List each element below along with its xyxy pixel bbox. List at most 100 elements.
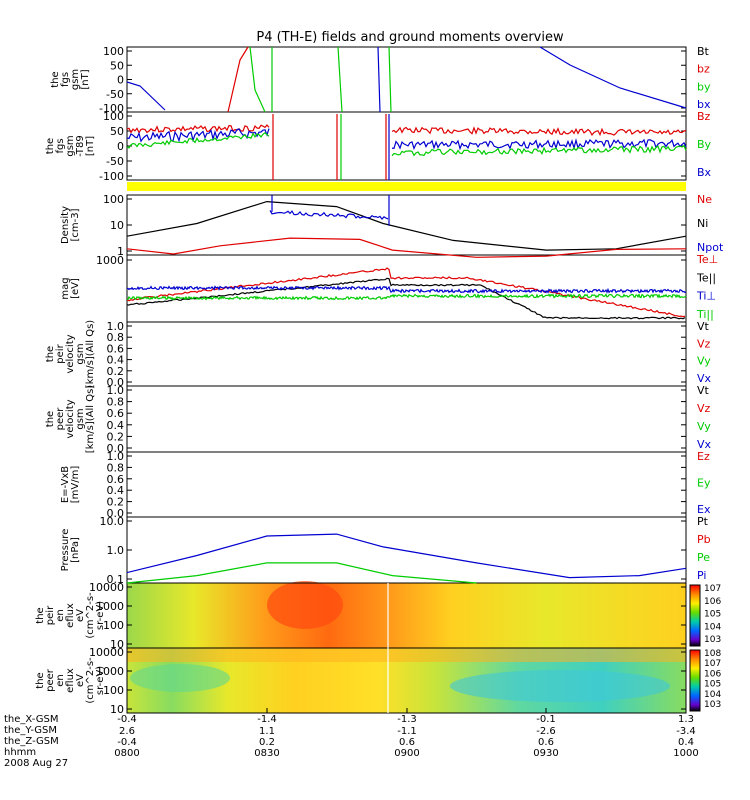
y-tick-label: 100	[103, 45, 124, 58]
trace-by	[249, 46, 266, 113]
trace-by-3	[388, 46, 392, 113]
x-value: 0.2	[259, 737, 275, 748]
legend-label: Pt	[697, 515, 709, 528]
colorbar-label: 104	[704, 690, 721, 700]
y-axis-label: mag [eV]	[60, 277, 81, 299]
y-axis-label-line: eV	[75, 674, 86, 687]
colorbar	[689, 649, 701, 712]
y-axis-label-line: peir	[55, 343, 66, 363]
trace-Ni	[126, 200, 687, 251]
x-value: 0.4	[678, 737, 694, 748]
y-axis-label: the fgs gsm -T89 [nT]	[45, 135, 96, 157]
legend-label: Ex	[697, 503, 711, 516]
y-tick-label: 50	[110, 59, 124, 72]
y-tick-label: 0.8	[107, 461, 125, 474]
y-axis-label-line: the	[35, 607, 46, 623]
y-tick-label: 10000	[89, 581, 124, 594]
panel-pressure: 10.0 1.0 0.1 Pressure [nPa] Pt Pb Pe Pi	[60, 515, 711, 586]
y-tick-label: 10000	[89, 646, 124, 659]
y-axis-label-line: the	[35, 672, 46, 688]
x-row-label: the_X-GSM	[4, 714, 58, 725]
y-axis-label-line: eflux	[65, 603, 76, 628]
y-axis-label: Pressure [nPa]	[60, 529, 81, 572]
trace-Te-perp	[126, 267, 686, 318]
legend-label: Vz	[697, 337, 711, 350]
y-tick-label: 1.0	[107, 384, 125, 397]
legend-label: Pe	[697, 551, 710, 564]
trace-Ti-perp	[126, 285, 687, 294]
y-tick-label: 0.0	[107, 442, 125, 455]
x-value: -2.6	[536, 726, 556, 737]
figure-title: P4 (TH-E) fields and ground moments over…	[256, 30, 564, 45]
colorbar	[689, 584, 701, 647]
legend-label: Vy	[697, 355, 711, 368]
spectrogram-cool-region	[450, 670, 670, 702]
y-axis-label-line: [nT]	[85, 136, 96, 156]
y-tick-label: 100	[103, 110, 124, 123]
legend-label: Vx	[697, 438, 712, 451]
y-axis-label-line: [km/s](All Qs)	[85, 320, 96, 388]
spectrogram-peak	[267, 581, 343, 629]
y-axis-label-line: peer	[55, 407, 66, 431]
trace-bx-spike	[377, 46, 381, 113]
y-tick-label: 0.1	[107, 573, 125, 586]
colorbar-label: 104	[704, 622, 721, 632]
legend-label: Vy	[697, 420, 711, 433]
y-tick-label: 100	[103, 193, 124, 206]
x-value: 1000	[673, 748, 698, 759]
legend-label: Vt	[697, 320, 710, 333]
trace-Pi	[126, 533, 687, 579]
legend-label: Ni	[697, 217, 708, 230]
legend-label: Ey	[697, 477, 711, 490]
x-value: -0.4	[117, 737, 137, 748]
y-tick-label: 10	[110, 638, 124, 651]
y-tick-label: 0.6	[107, 407, 125, 420]
y-tick-label: 0.6	[107, 342, 125, 355]
trace-Bz-2	[391, 126, 687, 137]
trace-bx	[126, 81, 166, 111]
y-axis-label: the fgs gsm [nT]	[50, 69, 91, 90]
y-tick-label: 0.4	[107, 419, 125, 432]
y-tick-label: 0.2	[107, 496, 125, 509]
y-tick-label: 0.2	[107, 430, 125, 443]
y-tick-label: -100	[99, 102, 124, 115]
y-tick-label: 1.0	[107, 450, 125, 463]
panel-frame	[126, 385, 687, 453]
x-value: -1.1	[397, 726, 417, 737]
legend-label: By	[697, 138, 712, 151]
trace-bz	[227, 46, 249, 113]
y-axis-label-line: peer	[45, 668, 56, 692]
y-tick-label: 0.8	[107, 396, 125, 409]
legend-label: bz	[697, 63, 710, 76]
colorbar-label: 103	[704, 700, 721, 710]
panel-frame	[126, 111, 687, 181]
trace-Ti-par	[126, 293, 687, 301]
x-value: -0.4	[117, 714, 137, 725]
colorbar-label: 108	[704, 649, 721, 659]
legend-label: Vt	[697, 384, 710, 397]
x-value: 0.6	[399, 737, 415, 748]
x-value: 1.3	[678, 714, 694, 725]
legend-label: by	[697, 80, 711, 93]
y-tick-label: -100	[99, 170, 124, 183]
y-tick-label: 0.2	[107, 365, 125, 378]
panel-frame	[126, 194, 687, 256]
y-tick-label: 0	[117, 74, 124, 87]
y-axis-label: E=-VxB [mV/m]	[60, 466, 81, 504]
panel-peir_vel: 1.00.80.60.40.20.0 the peir velocity gsm [km/…	[45, 320, 712, 389]
x-row-label: hhmm	[4, 747, 36, 758]
panel-peer_en: 10000 1000 100 10 the peer en eflux eV (cm^2-s-sr…	[35, 646, 721, 716]
trace-by-2	[337, 46, 343, 113]
x-value: 0930	[533, 748, 558, 759]
y-axis-label-line: gsm	[75, 408, 86, 429]
panel-density: 100 10 1 Density [cm-3] Ne Ni Npot	[60, 193, 724, 258]
y-axis-label-line: E=-VxB	[60, 466, 71, 503]
y-axis-label-line: en	[55, 674, 66, 687]
y-axis-label-line: (cm^2-s-	[85, 657, 96, 704]
y-tick-label: 1.0	[107, 320, 125, 333]
